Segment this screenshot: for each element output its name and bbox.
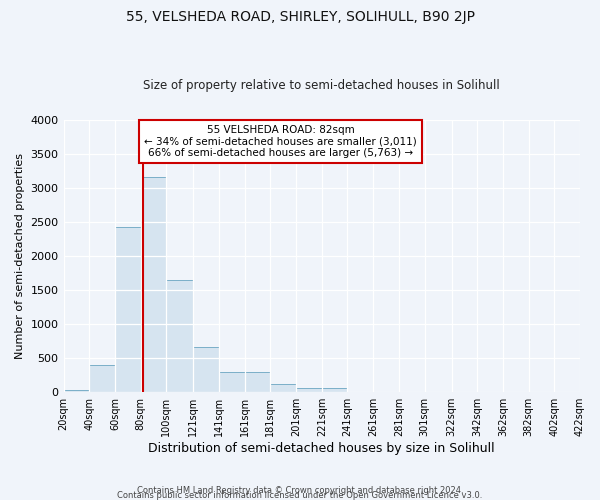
Bar [140,178,166,392]
Bar [322,388,347,392]
Bar [115,228,140,392]
Bar [166,280,193,392]
Y-axis label: Number of semi-detached properties: Number of semi-detached properties [15,153,25,359]
X-axis label: Distribution of semi-detached houses by size in Solihull: Distribution of semi-detached houses by … [148,442,495,455]
Bar [89,365,115,392]
Bar [193,346,219,392]
Text: Contains HM Land Registry data © Crown copyright and database right 2024.: Contains HM Land Registry data © Crown c… [137,486,463,495]
Bar [296,388,322,392]
Text: 55, VELSHEDA ROAD, SHIRLEY, SOLIHULL, B90 2JP: 55, VELSHEDA ROAD, SHIRLEY, SOLIHULL, B9… [125,10,475,24]
Text: Contains public sector information licensed under the Open Government Licence v3: Contains public sector information licen… [118,491,482,500]
Bar [219,372,245,392]
Text: 55 VELSHEDA ROAD: 82sqm
← 34% of semi-detached houses are smaller (3,011)
66% of: 55 VELSHEDA ROAD: 82sqm ← 34% of semi-de… [144,125,417,158]
Title: Size of property relative to semi-detached houses in Solihull: Size of property relative to semi-detach… [143,79,500,92]
Bar [64,390,89,392]
Bar [271,384,296,392]
Bar [245,372,271,392]
